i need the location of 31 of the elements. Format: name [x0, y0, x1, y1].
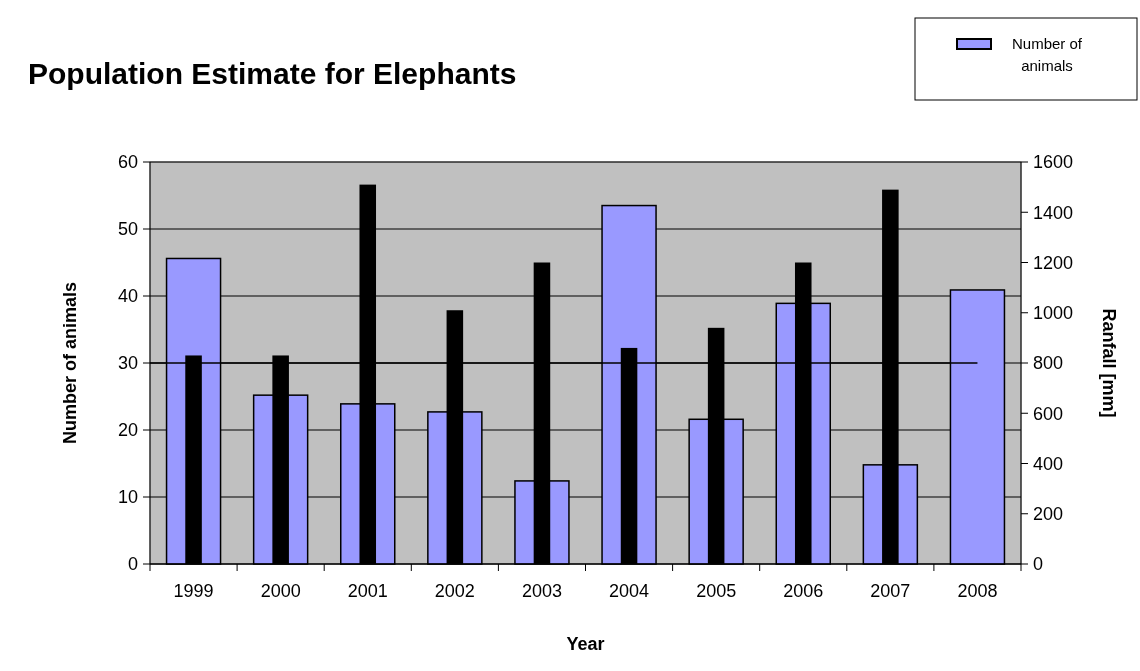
y2-tick-label: 600: [1033, 403, 1064, 424]
y2-tick-label: 1600: [1033, 152, 1074, 173]
x-tick-label: 2005: [696, 581, 737, 601]
x-tick-label: 2007: [870, 581, 911, 601]
chart-title: Population Estimate for Elephants: [28, 57, 517, 90]
y-tick-label: 60: [117, 152, 138, 173]
x-tick-label: 1999: [173, 581, 214, 601]
x-tick-label: 2003: [521, 581, 562, 601]
y-tick-label: 20: [117, 420, 138, 441]
y-tick-label: 40: [117, 286, 138, 307]
y2-axis-title: Ranfall [mm]: [1099, 308, 1119, 418]
x-tick-label: 2006: [783, 581, 824, 601]
y-axis-title: Number of animals: [60, 281, 80, 445]
y2-tick-label: 400: [1033, 453, 1064, 474]
y2-tick-label: 200: [1033, 504, 1064, 525]
x-tick-label: 2000: [260, 581, 301, 601]
y-tick-label: 0: [127, 554, 138, 575]
x-tick-label: 2004: [609, 581, 650, 601]
x-tick-label: 2008: [957, 581, 998, 601]
y2-tick-label: 1000: [1033, 303, 1074, 324]
y-tick-label: 30: [117, 353, 138, 374]
y2-tick-label: 0: [1033, 554, 1044, 575]
x-tick-label: 2002: [434, 581, 475, 601]
y2-tick-label: 1400: [1033, 202, 1074, 223]
x-tick-label: 2001: [347, 581, 388, 601]
legend-label: Number of animals: [1011, 35, 1083, 74]
x-axis-title: Year: [566, 634, 605, 654]
y-tick-label: 50: [117, 219, 138, 240]
y-tick-label: 10: [117, 487, 138, 508]
y2-tick-label: 800: [1033, 353, 1064, 374]
y2-tick-label: 1200: [1033, 252, 1074, 273]
